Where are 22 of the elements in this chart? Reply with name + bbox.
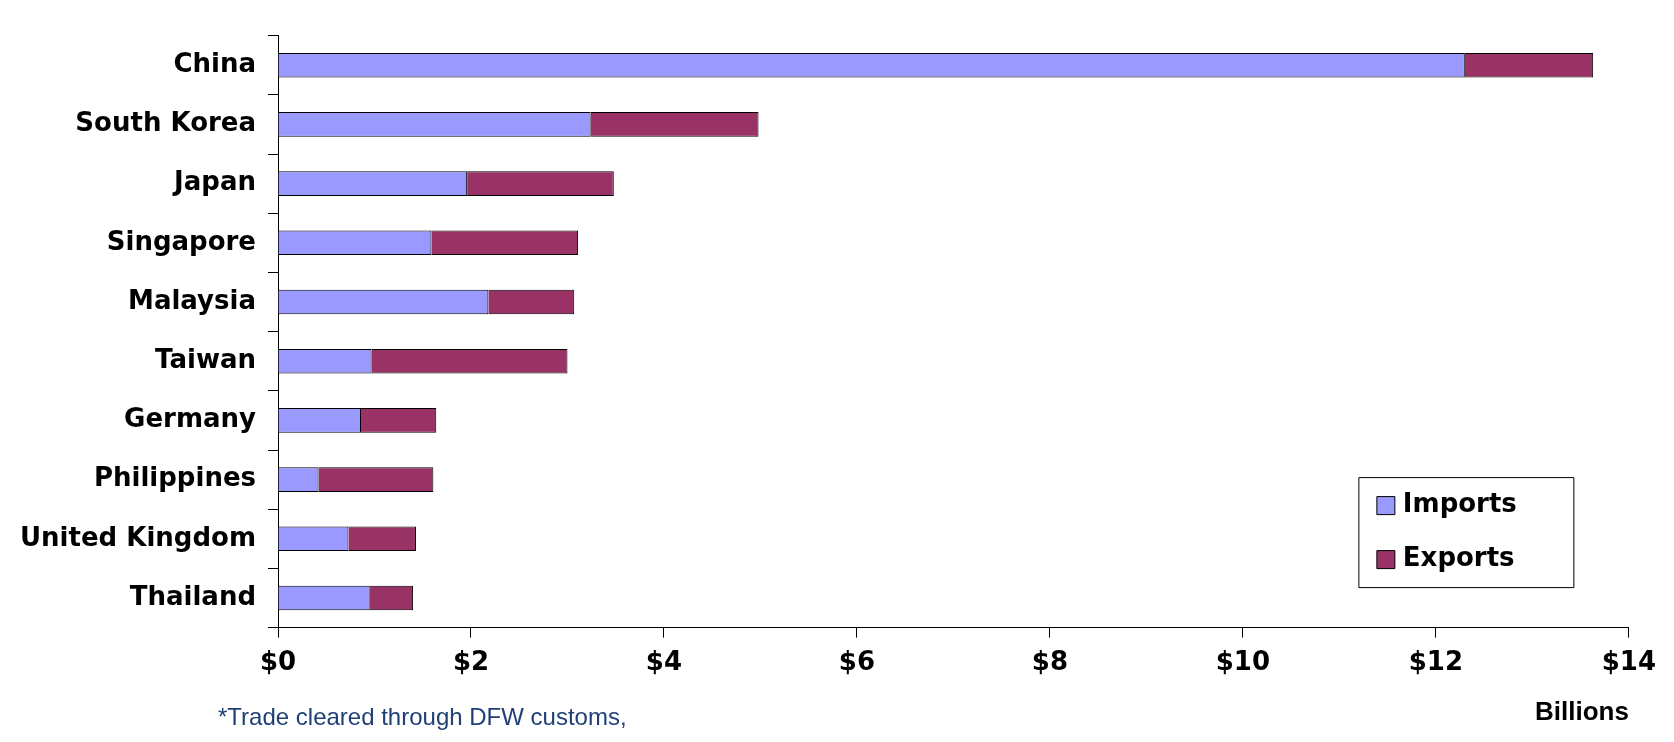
y-tick-label: Malaysia <box>128 284 257 315</box>
y-tick-label: Thailand <box>129 580 257 611</box>
x-tick-label: $2 <box>452 645 490 676</box>
x-tick-label: $4 <box>645 645 683 676</box>
y-tick-label: Germany <box>124 403 257 434</box>
text: *Trade cleared through DFW customs, <box>218 702 627 730</box>
x-tick-label: $12 <box>1408 645 1464 676</box>
x-axis-title: Billions <box>1534 695 1629 726</box>
y-tick-label: China <box>173 47 257 78</box>
y-tick-label: Singapore <box>106 225 257 256</box>
y-tick-label: United Kingdom <box>19 521 257 552</box>
y-tick-label: Japan <box>172 166 257 197</box>
x-tick-label: $14 <box>1601 645 1656 676</box>
x-tick-label: $10 <box>1215 645 1271 676</box>
x-tick-label: $6 <box>838 645 876 676</box>
x-tick-label: $8 <box>1031 645 1069 676</box>
y-tick-label: Philippines <box>93 462 257 493</box>
x-tick-label: $0 <box>259 645 297 676</box>
y-tick-label: Taiwan <box>155 343 257 374</box>
legend-label: Exports <box>1402 542 1515 573</box>
legend-label: Imports <box>1402 488 1517 519</box>
y-tick-label: South Korea <box>75 107 257 138</box>
